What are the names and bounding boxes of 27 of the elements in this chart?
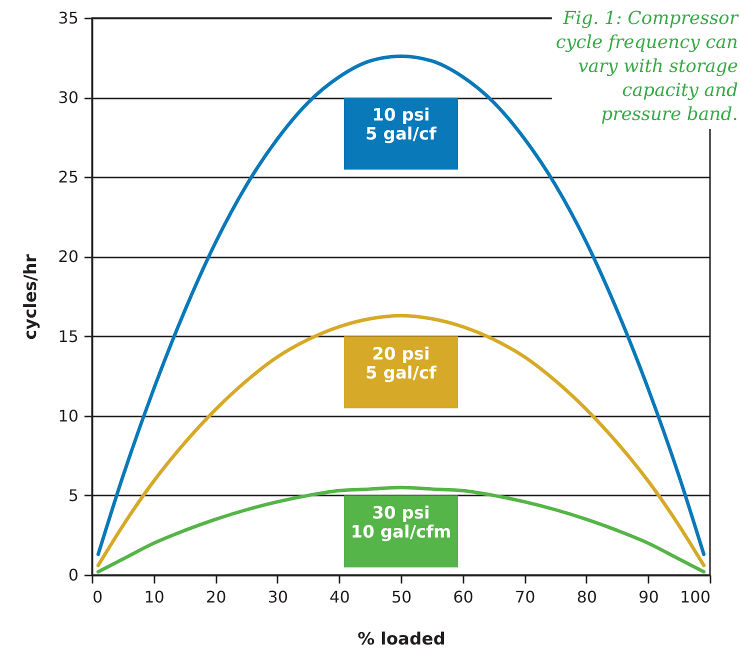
x-tick-label: 60 [453, 588, 474, 606]
x-tick-label: 80 [576, 588, 598, 606]
y-tick-label: 5 [68, 486, 78, 505]
x-tick-label: 10 [144, 588, 164, 606]
y-tick-label: 10 [58, 406, 78, 426]
x-tick-label: 40 [330, 588, 350, 606]
text: 10 psi 5 gal/cf [366, 106, 438, 145]
x-tick-label: 20 [206, 588, 226, 606]
x-tick-label: 30 [268, 588, 288, 606]
y-tick-label: 20 [58, 247, 78, 266]
y-tick-label: 30 [58, 88, 78, 108]
y-tick-label: 15 [58, 326, 78, 346]
series-label: 20 psi 5 gal/cf [366, 344, 438, 384]
x-tick-label: 50 [391, 588, 412, 606]
series-label: 30 psi 10 gal/cfm [350, 503, 452, 542]
x-tick-label: 90 [638, 588, 659, 606]
x-tick-label: 70 [514, 588, 536, 606]
y-tick-label: 35 [58, 8, 78, 28]
y-tick-label: 25 [58, 168, 78, 187]
x-tick-label: 0 [92, 588, 103, 606]
x-tick-label: 100 [680, 588, 710, 606]
y-axis-title: cycles/hr [21, 254, 42, 340]
line-series [96, 314, 706, 568]
line-series [96, 486, 706, 574]
y-tick-label: 0 [68, 566, 78, 584]
text: Fig. 1: Compressor cycle frequency can vary with storage capacity and pressure band. [556, 8, 740, 125]
x-axis-title: % loaded [358, 630, 446, 650]
